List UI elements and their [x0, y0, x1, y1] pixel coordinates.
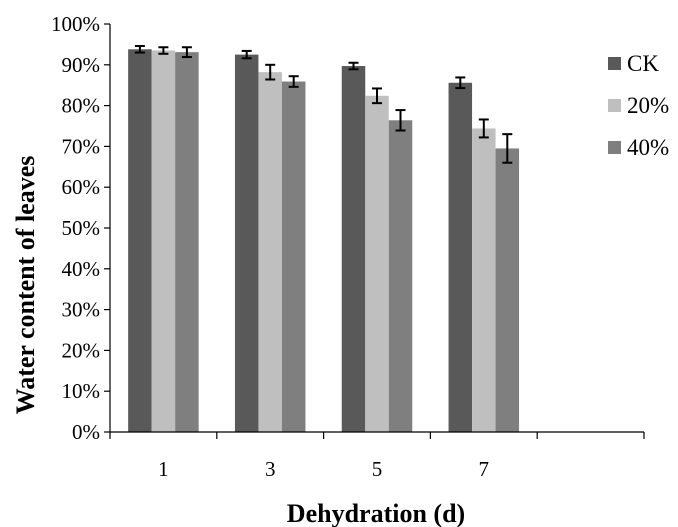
x-tick-label: 3: [265, 457, 276, 481]
x-tick-label: 7: [479, 457, 490, 481]
legend-label: 20%: [627, 93, 669, 118]
legend-swatch: [608, 141, 621, 154]
legend-label: CK: [627, 51, 659, 76]
y-tick-label: 10%: [62, 379, 101, 403]
bar-20pct-3: [258, 72, 282, 433]
x-tick-label: 1: [158, 457, 169, 481]
y-tick-label: 80%: [62, 94, 101, 118]
legend-swatch: [608, 57, 621, 70]
x-tick-label: 5: [372, 457, 383, 481]
legend-label: 40%: [627, 135, 669, 160]
y-tick-label: 20%: [62, 338, 101, 362]
bar-40pct-5: [388, 120, 413, 433]
bar-20pct-1: [151, 50, 176, 433]
y-tick-label: 100%: [51, 12, 100, 36]
bar-ck-3: [234, 54, 259, 432]
y-tick-label: 70%: [62, 134, 101, 158]
y-tick-label: 90%: [62, 53, 101, 77]
bar-20pct-7: [472, 128, 496, 432]
y-tick-label: 30%: [62, 298, 101, 322]
y-tick-label: 60%: [62, 175, 101, 199]
bar-ck-5: [341, 66, 366, 433]
bar-40pct-7: [495, 148, 520, 432]
y-tick-label: 50%: [62, 216, 101, 240]
bar-20pct-5: [365, 95, 389, 433]
y-tick-label: 40%: [62, 257, 101, 281]
y-tick-label: 0%: [72, 420, 100, 444]
y-axis-title: Water content of leaves: [11, 156, 40, 415]
bar-40pct-1: [175, 52, 199, 432]
bar-ck-7: [448, 82, 473, 432]
legend-swatch: [608, 99, 621, 112]
bar-ck-1: [128, 49, 152, 433]
bar-40pct-3: [281, 81, 306, 432]
x-axis-title: Dehydration (d): [287, 499, 465, 527]
